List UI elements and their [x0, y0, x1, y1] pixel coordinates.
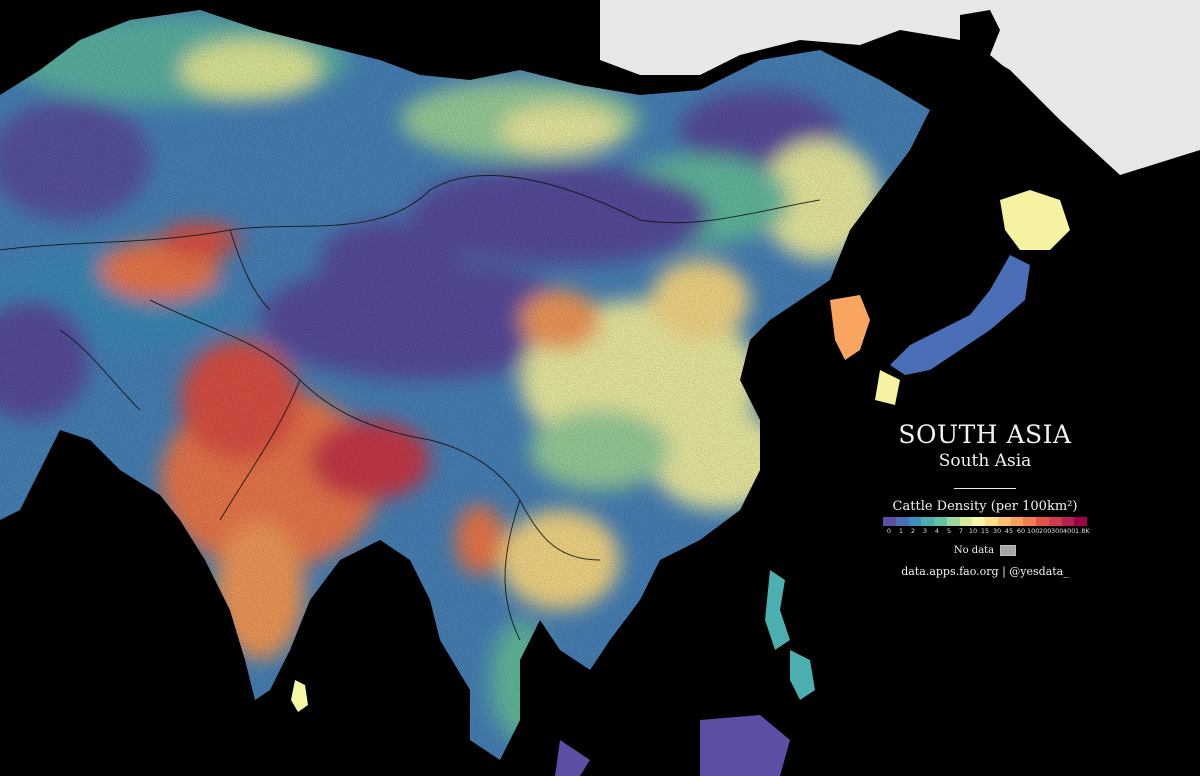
legend-tick-4: 4: [934, 527, 940, 535]
legend-color-swatch-0: [883, 517, 896, 526]
landmass-hokkaido: [1000, 190, 1070, 250]
source-credit: data.apps.fao.org | @yesdata_: [901, 565, 1069, 578]
landmass-philippines: [765, 570, 815, 700]
legend-color-swatch-9: [997, 517, 1011, 526]
legend-tick-11: 60: [1016, 527, 1026, 535]
legend-color-swatch-11: [1023, 517, 1036, 526]
map-title: SOUTH ASIA: [898, 420, 1072, 449]
legend-tick-7: 10: [968, 527, 978, 535]
legend-tick-14: 300: [1051, 527, 1064, 535]
legend-color-swatch-1: [895, 517, 909, 526]
legend-tick-5: 5: [946, 527, 952, 535]
landmass-korea: [830, 295, 870, 360]
landmass-borneo-sumatra: [555, 715, 790, 776]
legend-tick-labels: 0 1 2 3 4 5 7 10 15 30 45 60 100 200 300 400 1.8K: [883, 527, 1090, 535]
map-subtitle: South Asia: [938, 451, 1032, 471]
legend-color-swatch-2: [908, 517, 922, 526]
legend-color-swatch-13: [1048, 517, 1062, 526]
legend-tick-9: 30: [992, 527, 1002, 535]
legend-color-swatch-14: [1061, 517, 1075, 526]
legend-tick-3: 3: [922, 527, 928, 535]
legend-tick-13: 200: [1039, 527, 1052, 535]
legend-tick-15: 400: [1063, 527, 1076, 535]
legend-tick-10: 45: [1004, 527, 1014, 535]
legend-color-swatch-7: [972, 517, 985, 526]
legend-tick-8: 15: [980, 527, 990, 535]
legend-panel: SOUTH ASIA South Asia Cattle Density (pe…: [870, 420, 1100, 578]
legend-no-data: No data: [870, 545, 1100, 556]
legend-tick-1: 1: [898, 527, 904, 535]
legend-tick-12: 100: [1027, 527, 1040, 535]
legend-tick-2: 2: [910, 527, 916, 535]
landmass-honshu: [890, 255, 1030, 375]
legend-color-swatch-5: [946, 517, 960, 526]
no-data-swatch: [1000, 545, 1017, 556]
legend-divider: [954, 488, 1016, 489]
legend-color-swatch-8: [985, 517, 998, 526]
legend-tick-16: 1.8K: [1075, 527, 1090, 535]
legend-color-swatch-15: [1074, 517, 1087, 526]
legend-color-swatch-10: [1010, 517, 1024, 526]
border-lines: [0, 175, 821, 641]
legend-color-swatch-4: [934, 517, 947, 526]
legend-color-bar: [883, 517, 1087, 526]
legend-color-swatch-12: [1036, 517, 1049, 526]
no-data-label: No data: [953, 545, 995, 556]
legend-tick-0: 0: [886, 527, 892, 535]
landmass-sakhalin: [960, 10, 1030, 160]
legend-color-swatch-3: [921, 517, 934, 526]
legend-tick-6: 7: [958, 527, 964, 535]
legend-title: Cattle Density (per 100km²): [892, 499, 1078, 514]
landmass-kyushu: [875, 370, 900, 405]
landmass-sri-lanka: [291, 680, 308, 712]
outside-region-north: [600, 0, 1200, 175]
legend-color-swatch-6: [959, 517, 973, 526]
